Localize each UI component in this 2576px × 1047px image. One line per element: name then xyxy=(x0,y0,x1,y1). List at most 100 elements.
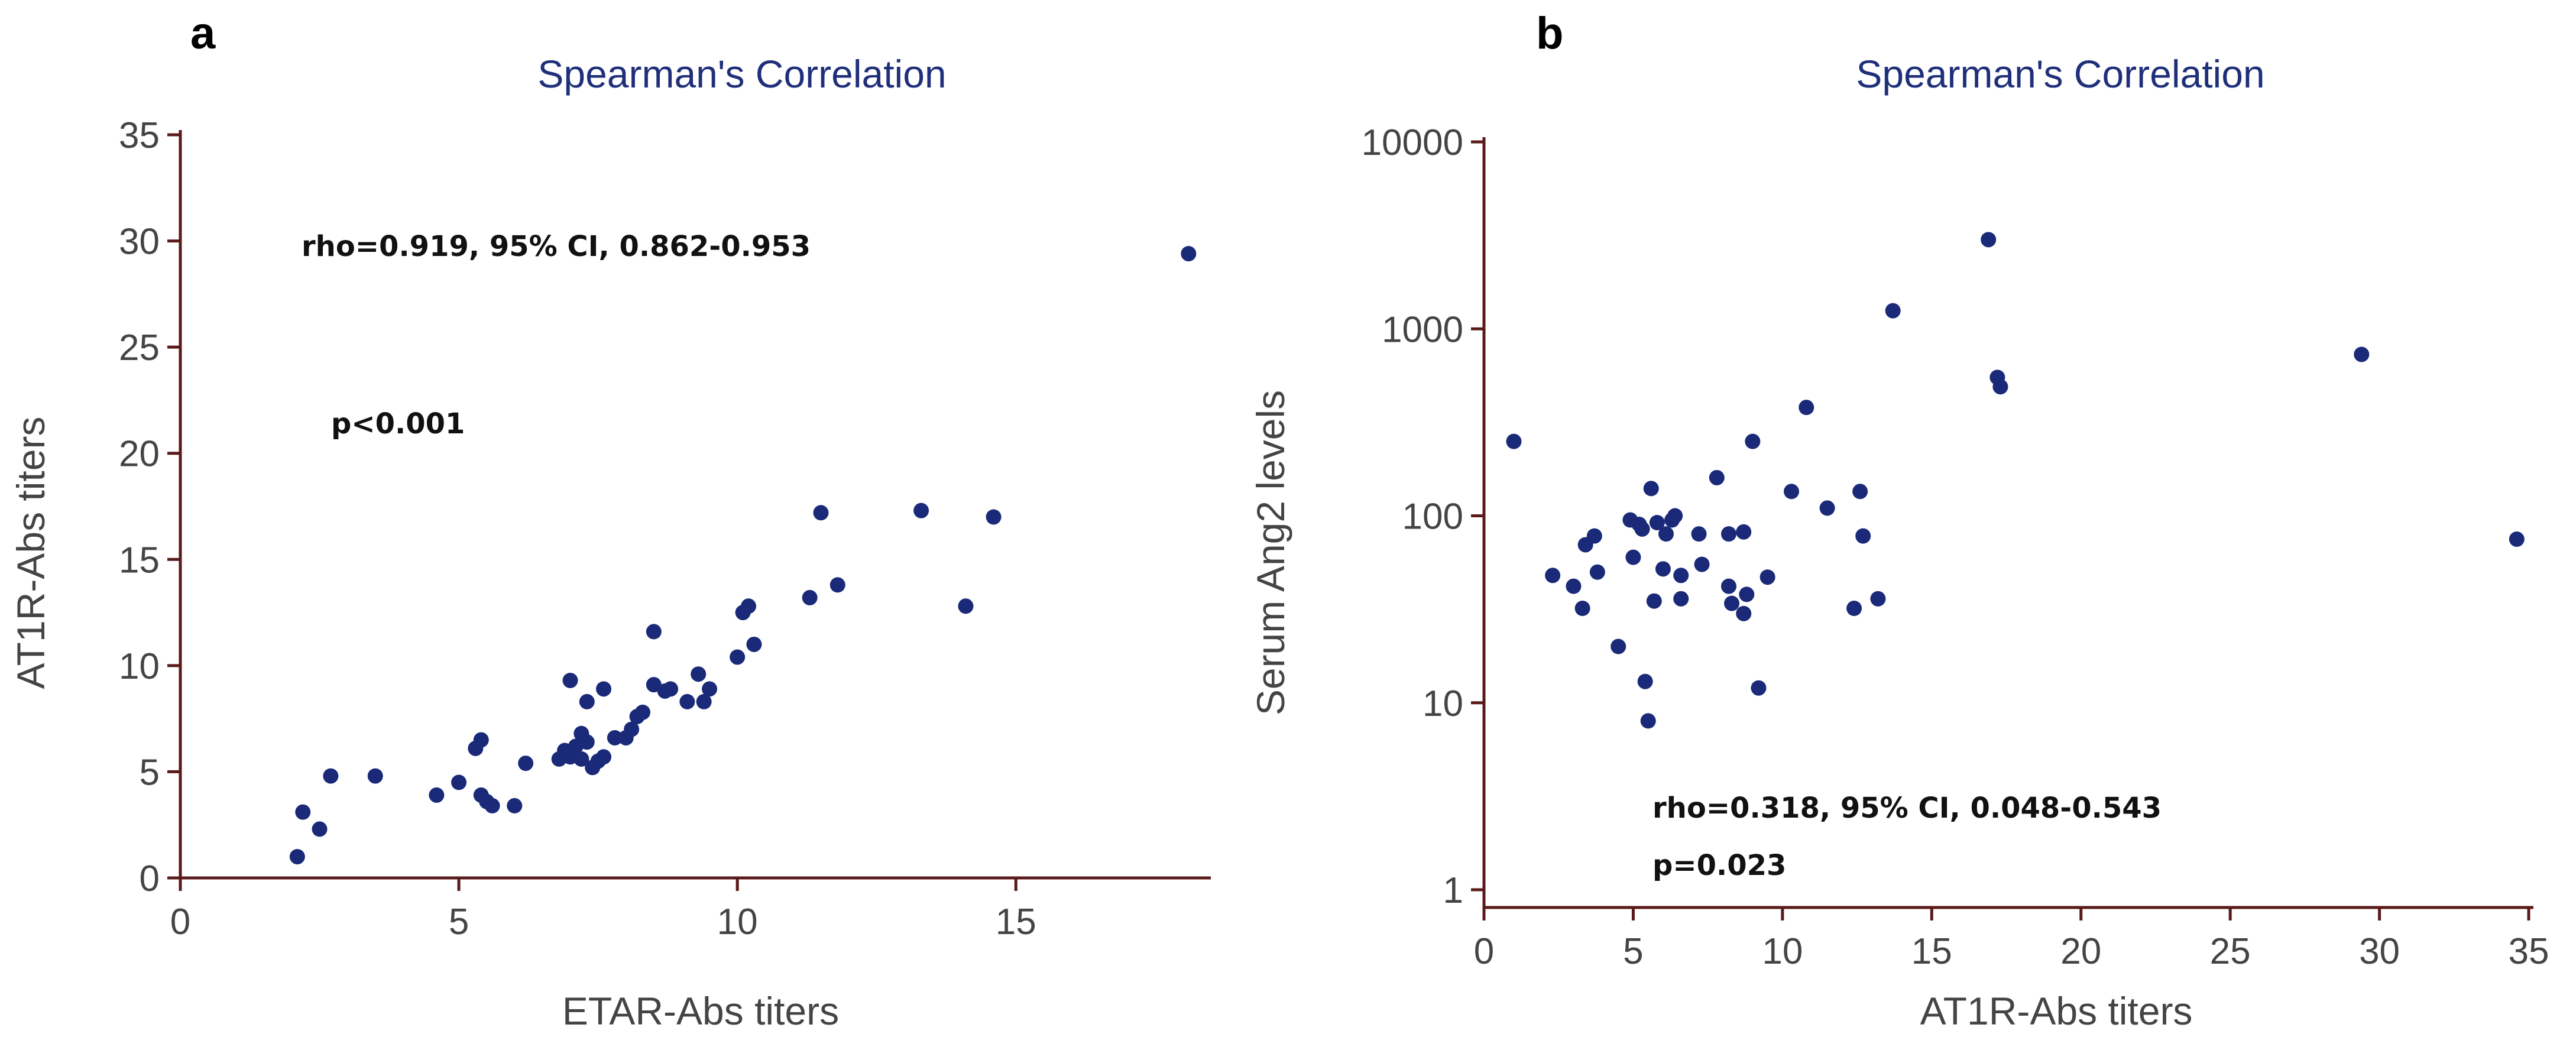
chart-a-axes: 0 5 10 15 20 25 30 35 0 5 10 15 xyxy=(119,115,1211,942)
chart-b-annotation-p: p=0.023 xyxy=(1652,849,1786,882)
a-data-point xyxy=(289,849,305,865)
chart-a-points xyxy=(289,246,1197,865)
a-data-point xyxy=(691,666,707,682)
panel-label-b: b xyxy=(1536,8,1563,59)
a-data-point xyxy=(596,681,612,697)
b-x-tick-label: 35 xyxy=(2509,931,2549,972)
b-x-tick-label: 25 xyxy=(2210,931,2251,972)
b-data-point xyxy=(1649,514,1665,530)
a-data-point xyxy=(802,589,818,605)
b-x-tick-label: 20 xyxy=(2060,931,2101,972)
b-data-point xyxy=(1566,578,1582,594)
a-y-tick-label: 30 xyxy=(119,222,160,262)
b-data-point xyxy=(1870,591,1886,607)
chart-b: b Spearman's Correlation rho=0.318, 95% … xyxy=(1249,8,2549,1033)
b-data-point xyxy=(1751,680,1767,696)
a-data-point xyxy=(634,704,650,720)
b-data-point xyxy=(1574,600,1590,616)
chart-a-xlabel: ETAR-Abs titers xyxy=(562,989,839,1033)
a-data-point xyxy=(958,598,974,614)
b-data-point xyxy=(1709,469,1725,485)
chart-a-annotation-rho: rho=0.919, 95% CI, 0.862-0.953 xyxy=(302,230,811,263)
b-data-point xyxy=(1819,500,1835,516)
b-y-tick-label: 10000 xyxy=(1362,122,1463,163)
b-data-point xyxy=(1667,508,1683,524)
a-y-tick-label: 25 xyxy=(119,328,160,368)
b-data-point xyxy=(1760,569,1775,585)
a-data-point xyxy=(663,681,679,697)
b-y-tick-label: 100 xyxy=(1402,497,1463,537)
b-data-point xyxy=(1673,591,1689,607)
a-data-point xyxy=(741,598,757,614)
chart-b-points xyxy=(1506,232,2525,729)
b-y-tick-label: 1000 xyxy=(1382,309,1463,350)
chart-a-annotation-p: p<0.001 xyxy=(331,407,465,440)
b-data-point xyxy=(1506,433,1522,449)
chart-b-axes: 1 10 100 1000 10000 0 5 10 15 20 25 30 35 xyxy=(1362,122,2549,972)
a-data-point xyxy=(473,732,489,748)
a-data-point xyxy=(702,681,718,697)
a-y-tick-label: 0 xyxy=(140,858,160,899)
b-data-point xyxy=(1625,549,1641,565)
b-x-tick-label: 30 xyxy=(2359,931,2400,972)
a-y-tick-label: 10 xyxy=(119,646,160,687)
a-data-point xyxy=(451,774,467,790)
b-data-point xyxy=(1720,526,1736,542)
a-data-point xyxy=(646,677,662,693)
chart-a-ylabel: AT1R-Abs titers xyxy=(9,417,53,689)
b-data-point xyxy=(1724,595,1740,611)
b-data-point xyxy=(1736,605,1752,621)
a-data-point xyxy=(986,509,1002,525)
b-data-point xyxy=(1694,556,1710,572)
b-x-tick-label: 15 xyxy=(1911,931,1952,972)
a-x-tick-label: 0 xyxy=(170,902,190,942)
a-data-point xyxy=(1181,246,1197,262)
b-data-point xyxy=(2509,531,2525,547)
a-data-point xyxy=(323,768,339,784)
a-data-point xyxy=(484,798,500,813)
b-data-point xyxy=(1885,303,1901,319)
chart-a: a Spearman's Correlation rho=0.919, 95% … xyxy=(9,8,1211,1033)
b-data-point xyxy=(1846,600,1862,616)
a-data-point xyxy=(295,804,311,820)
chart-b-xlabel: AT1R-Abs titers xyxy=(1920,989,2193,1033)
b-data-point xyxy=(1634,521,1650,537)
b-data-point xyxy=(1784,484,1800,500)
b-y-tick-label: 10 xyxy=(1423,683,1463,724)
a-data-point xyxy=(596,749,612,765)
b-x-tick-label: 0 xyxy=(1474,931,1494,972)
b-data-point xyxy=(1720,578,1736,594)
a-data-point xyxy=(507,798,523,813)
a-data-point xyxy=(646,624,662,640)
b-data-point xyxy=(1981,232,1997,248)
b-data-point xyxy=(2354,346,2370,362)
b-data-point xyxy=(1852,484,1868,500)
a-x-tick-label: 10 xyxy=(717,902,758,942)
a-data-point xyxy=(746,636,762,652)
b-data-point xyxy=(1992,379,2008,395)
a-y-tick-label: 5 xyxy=(140,752,160,793)
chart-b-title: Spearman's Correlation xyxy=(1856,52,2264,96)
b-data-point xyxy=(1799,400,1814,416)
b-data-point xyxy=(1646,593,1662,609)
a-data-point xyxy=(679,693,695,709)
a-data-point xyxy=(813,505,829,521)
a-data-point xyxy=(312,821,328,837)
b-data-point xyxy=(1586,528,1602,544)
b-y-tick-label: 1 xyxy=(1443,870,1463,911)
a-data-point xyxy=(607,730,623,745)
b-data-point xyxy=(1745,433,1761,449)
b-data-point xyxy=(1643,481,1659,497)
b-data-point xyxy=(1545,568,1561,584)
b-data-point xyxy=(1589,564,1605,580)
b-data-point xyxy=(1611,638,1626,654)
a-y-tick-label: 20 xyxy=(119,434,160,475)
a-data-point xyxy=(573,751,589,767)
a-x-tick-label: 5 xyxy=(449,902,469,942)
panel-label-a: a xyxy=(190,8,216,59)
b-x-tick-label: 5 xyxy=(1623,931,1643,972)
b-data-point xyxy=(1640,713,1656,729)
chart-b-ylabel: Serum Ang2 levels xyxy=(1249,390,1292,715)
a-data-point xyxy=(913,503,929,518)
